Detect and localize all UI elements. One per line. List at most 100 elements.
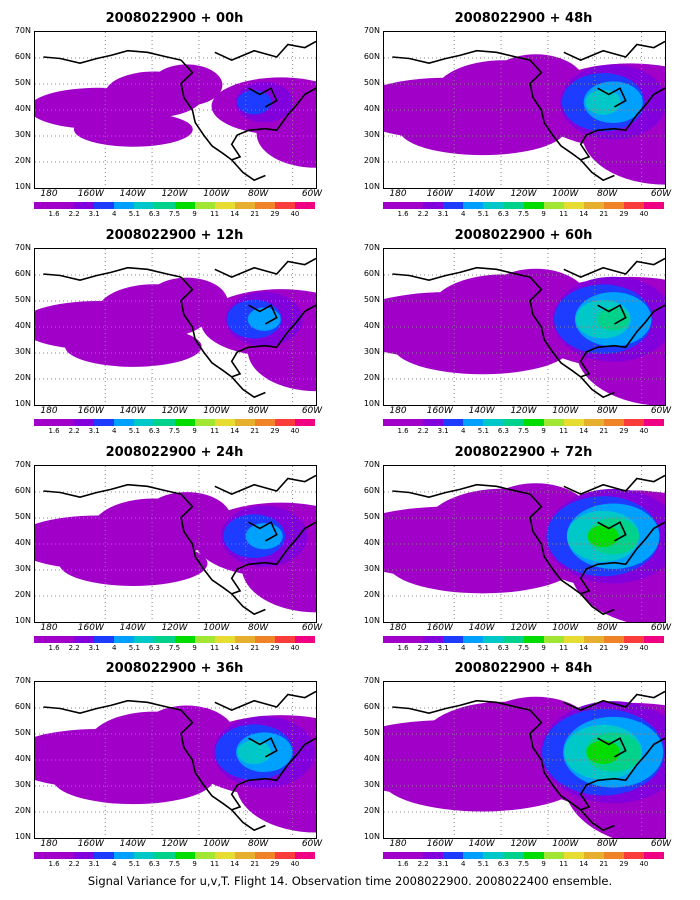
variance-region <box>393 318 572 375</box>
colorbar-swatch <box>523 419 545 426</box>
colorbar-swatch <box>274 636 296 643</box>
longitude-label: 120W <box>510 839 537 849</box>
variance-map <box>384 249 665 405</box>
latitude-label: 40N <box>363 321 380 330</box>
colorbar-label: 7.5 <box>517 427 530 435</box>
latitude-label: 10N <box>363 832 380 841</box>
colorbar-label: 7.5 <box>517 644 530 652</box>
longitude-label: 120W <box>161 839 188 849</box>
colorbar-swatch <box>383 636 404 643</box>
colorbar-swatch <box>74 636 95 643</box>
latitude-label: 40N <box>14 538 31 547</box>
longitude-label: 80W <box>247 189 269 199</box>
latitude-label: 30N <box>14 564 31 573</box>
colorbar-swatch <box>74 202 95 209</box>
longitude-label: 180 <box>389 623 407 633</box>
colorbar-label: 4 <box>112 210 117 218</box>
colorbar-swatch <box>114 852 135 859</box>
longitude-label: 160W <box>77 189 104 199</box>
colorbar-label: 11 <box>559 427 569 435</box>
colorbar-label: 4 <box>461 644 466 652</box>
colorbar-swatch <box>234 636 256 643</box>
longitude-label: 180 <box>40 839 58 849</box>
colorbar-label: 29 <box>270 860 280 868</box>
colorbar-swatch <box>294 202 316 209</box>
longitude-label: 120W <box>161 623 188 633</box>
colorbar-swatch <box>623 636 645 643</box>
colorbar-label: 6.3 <box>497 427 509 435</box>
colorbar-swatch <box>254 419 276 426</box>
colorbar-swatch <box>483 636 504 643</box>
latitude-label: 60N <box>14 486 31 495</box>
colorbar-label: 7.5 <box>168 427 181 435</box>
colorbar-swatch <box>623 419 645 426</box>
latitude-label: 60N <box>14 269 31 278</box>
colorbar-swatch <box>54 419 75 426</box>
colorbar-swatch <box>643 852 665 859</box>
latitude-label: 50N <box>14 295 31 304</box>
panel-title: 2008022900 + 24h <box>105 445 244 460</box>
colorbar-swatch <box>523 636 545 643</box>
colorbar-swatch <box>94 636 115 643</box>
colorbar-swatch <box>174 636 196 643</box>
latitude-label: 70N <box>363 676 380 685</box>
latitude-label: 70N <box>363 243 380 252</box>
colorbar-label: 5.1 <box>128 210 140 218</box>
colorbar-label: 7.5 <box>168 644 181 652</box>
colorbar-label: 6.3 <box>497 860 509 868</box>
longitude-label: 120W <box>510 189 537 199</box>
longitude-label: 160W <box>77 623 104 633</box>
latitude-label: 40N <box>14 321 31 330</box>
longitude-label: 160W <box>426 623 453 633</box>
latitude-label: 70N <box>14 243 31 252</box>
latitude-label: 30N <box>14 780 31 789</box>
colorbar-swatch <box>603 636 625 643</box>
colorbar-label: 2.2 <box>68 427 80 435</box>
latitude-label: 60N <box>363 269 380 278</box>
coastline <box>392 40 665 182</box>
longitude-label: 140W <box>119 189 146 199</box>
colorbar-label: 14 <box>230 210 240 218</box>
variance-map <box>35 682 316 838</box>
longitude-label: 160W <box>77 406 104 416</box>
colorbar-label: 29 <box>270 427 280 435</box>
colorbar-label: 40 <box>639 210 649 218</box>
colorbar-label: 7.5 <box>168 860 181 868</box>
longitude-label: 100W <box>552 839 579 849</box>
colorbar-swatch <box>623 202 645 209</box>
colorbar-swatch <box>214 202 236 209</box>
colorbar-swatch <box>294 636 316 643</box>
colorbar-swatch <box>403 852 424 859</box>
longitude-label: 180 <box>389 406 407 416</box>
colorbar-label: 5.1 <box>128 644 140 652</box>
colorbar-label: 3.1 <box>437 210 449 218</box>
colorbar-swatch <box>114 202 135 209</box>
variance-map <box>384 682 665 838</box>
colorbar-label: 11 <box>210 644 220 652</box>
latitude-label: 40N <box>363 538 380 547</box>
variance-region <box>59 541 208 586</box>
colorbar-label: 21 <box>250 210 260 218</box>
latitude-label: 20N <box>363 806 380 815</box>
variance-region <box>53 754 214 805</box>
latitude-label: 70N <box>363 26 380 35</box>
latitude-label: 60N <box>363 702 380 711</box>
longitude-label: 180 <box>40 623 58 633</box>
latitude-label: 70N <box>14 676 31 685</box>
latitude-label: 30N <box>363 780 380 789</box>
colorbar-label: 5.1 <box>477 210 489 218</box>
variance-region <box>73 112 193 147</box>
colorbar-label: 14 <box>579 210 589 218</box>
colorbar-label: 2.2 <box>417 860 429 868</box>
colorbar-swatch <box>214 852 236 859</box>
variance-region <box>399 103 566 156</box>
colorbar-label: 6.3 <box>148 210 160 218</box>
longitude-label: 80W <box>247 406 269 416</box>
colorbar-label: 40 <box>290 644 300 652</box>
colorbar-swatch <box>543 202 565 209</box>
map-panel <box>34 248 317 406</box>
colorbar-label: 6.3 <box>148 860 160 868</box>
longitude-label: 80W <box>596 406 618 416</box>
map-panel <box>383 248 666 406</box>
colorbar-swatch <box>174 852 196 859</box>
